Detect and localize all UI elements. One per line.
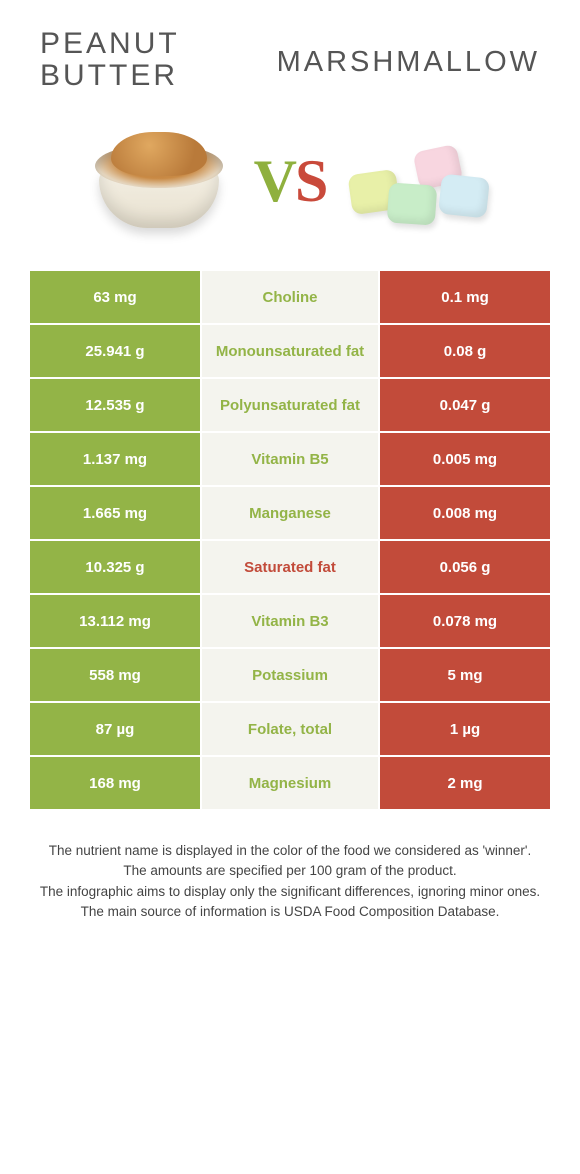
cell-left-value: 63 mg <box>30 271 200 323</box>
cell-right-value: 5 mg <box>380 649 550 701</box>
table-row: 12.535 gPolyunsaturated fat0.047 g <box>30 379 550 433</box>
cell-left-value: 558 mg <box>30 649 200 701</box>
title-left: Peanut butter <box>40 28 180 91</box>
cell-right-value: 0.047 g <box>380 379 550 431</box>
table-row: 1.137 mgVitamin B50.005 mg <box>30 433 550 487</box>
vs-s-letter: S <box>295 148 326 214</box>
cell-left-value: 168 mg <box>30 757 200 809</box>
title-right: Marshmallow <box>277 46 540 79</box>
cell-right-value: 0.08 g <box>380 325 550 377</box>
cell-nutrient-label: Polyunsaturated fat <box>200 379 380 431</box>
title-left-line2: butter <box>40 59 178 92</box>
footer-line3: The infographic aims to display only the… <box>30 882 550 902</box>
cell-left-value: 10.325 g <box>30 541 200 593</box>
cell-right-value: 0.008 mg <box>380 487 550 539</box>
cell-right-value: 0.1 mg <box>380 271 550 323</box>
table-row: 1.665 mgManganese0.008 mg <box>30 487 550 541</box>
nutrient-table: 63 mgCholine0.1 mg25.941 gMonounsaturate… <box>30 271 550 811</box>
cell-nutrient-label: Vitamin B3 <box>200 595 380 647</box>
footer-notes: The nutrient name is displayed in the co… <box>30 841 550 922</box>
cell-nutrient-label: Monounsaturated fat <box>200 325 380 377</box>
cell-left-value: 1.665 mg <box>30 487 200 539</box>
table-row: 558 mgPotassium5 mg <box>30 649 550 703</box>
cell-right-value: 2 mg <box>380 757 550 809</box>
cell-nutrient-label: Magnesium <box>200 757 380 809</box>
cell-right-value: 1 µg <box>380 703 550 755</box>
cell-right-value: 0.005 mg <box>380 433 550 485</box>
cell-nutrient-label: Vitamin B5 <box>200 433 380 485</box>
table-row: 25.941 gMonounsaturated fat0.08 g <box>30 325 550 379</box>
cell-nutrient-label: Saturated fat <box>200 541 380 593</box>
footer-line1: The nutrient name is displayed in the co… <box>30 841 550 861</box>
cell-left-value: 13.112 mg <box>30 595 200 647</box>
cell-nutrient-label: Potassium <box>200 649 380 701</box>
table-row: 87 µgFolate, total1 µg <box>30 703 550 757</box>
cell-right-value: 0.056 g <box>380 541 550 593</box>
footer-line2: The amounts are specified per 100 gram o… <box>30 861 550 881</box>
table-row: 168 mgMagnesium2 mg <box>30 757 550 811</box>
vs-v-letter: V <box>254 148 295 214</box>
cell-left-value: 87 µg <box>30 703 200 755</box>
header: Peanut butter Marshmallow <box>0 0 580 101</box>
title-left-line1: Peanut <box>40 27 180 60</box>
cell-nutrient-label: Choline <box>200 271 380 323</box>
cell-left-value: 12.535 g <box>30 379 200 431</box>
vs-badge: VS <box>254 147 327 216</box>
cell-left-value: 25.941 g <box>30 325 200 377</box>
images-row: VS <box>0 101 580 271</box>
peanut-butter-image <box>84 121 234 241</box>
table-row: 13.112 mgVitamin B30.078 mg <box>30 595 550 649</box>
table-row: 63 mgCholine0.1 mg <box>30 271 550 325</box>
footer-line4: The main source of information is USDA F… <box>30 902 550 922</box>
cell-nutrient-label: Folate, total <box>200 703 380 755</box>
table-row: 10.325 gSaturated fat0.056 g <box>30 541 550 595</box>
marshmallow-image <box>346 121 496 241</box>
cell-left-value: 1.137 mg <box>30 433 200 485</box>
cell-right-value: 0.078 mg <box>380 595 550 647</box>
cell-nutrient-label: Manganese <box>200 487 380 539</box>
